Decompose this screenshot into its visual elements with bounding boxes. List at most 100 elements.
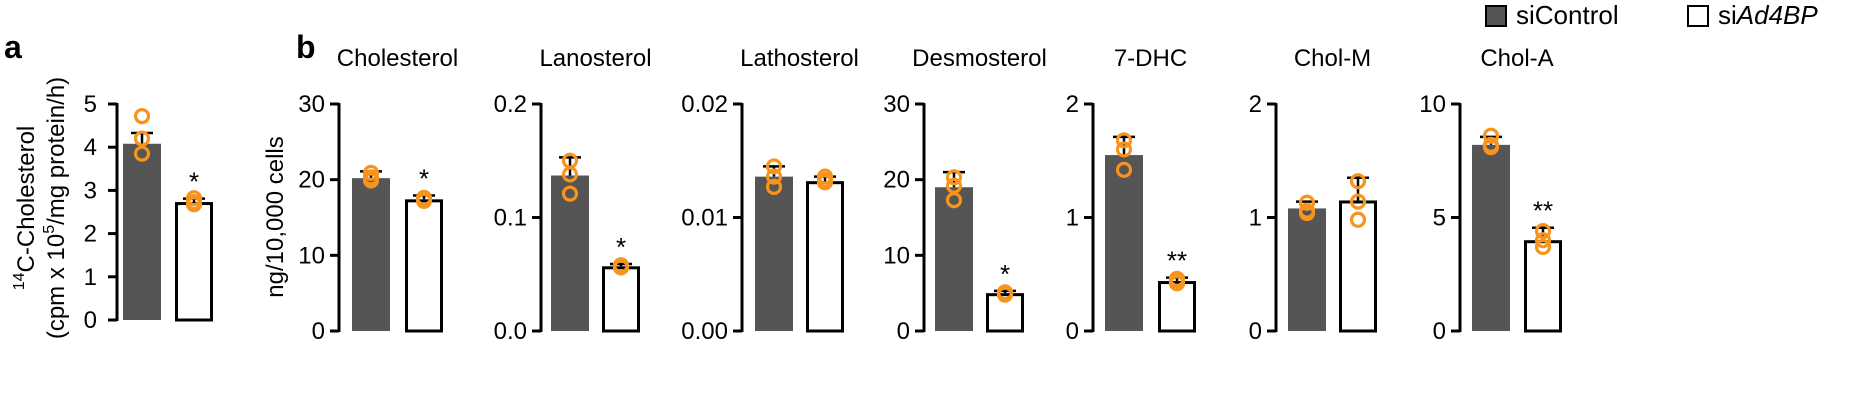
y-tick-label-lathosterol: 0.01 [681,205,728,232]
legend-knockdown-swatch [1687,5,1709,27]
y-tick-label-lanosterol: 0.1 [494,205,527,232]
y-tick-label-lanosterol: 0.2 [494,91,527,118]
legend-knockdown-label: siAd4BP [1718,0,1818,30]
significance-desmosterol-1: * [1000,259,1010,289]
bar-lanosterol-knockdown [602,266,640,333]
chart-chola: Chol-A 0 5 10 ** [1419,45,1562,345]
charts: 012345*Cholesterol0102030*Lanosterol0.00… [84,45,1562,345]
y-tick-label-chola: 10 [1419,91,1446,118]
ylabel-units-post: /mg protein/h) [43,77,70,225]
y-tick-label-desmosterol: 10 [883,242,910,269]
ylabel-superscript-5: 5 [41,225,58,234]
y-tick-label-a: 3 [84,177,97,204]
y-tick-label-7dhc: 0 [1066,318,1079,345]
y-tick-label-7dhc: 2 [1066,91,1079,118]
y-tick-label-a: 4 [84,134,97,161]
bar-cholm-knockdown [1339,200,1377,333]
data-point-chola-1-0 [1534,223,1552,240]
legend-control-label: siControl [1516,0,1619,30]
chart-a: 0 1 2 3 4 5 * [84,91,213,334]
significance-cholesterol-1: * [419,164,429,194]
bar-a-knockdown [175,202,213,322]
y-tick-label-chola: 0 [1433,318,1446,345]
y-tick-label-cholm: 2 [1249,91,1262,118]
bar-lathosterol-control [755,176,793,331]
data-point-lanosterol-1-2 [612,258,630,275]
data-point-lathosterol-0-1 [765,168,783,185]
data-point-desmosterol-0-0 [945,169,963,186]
panel-a-label: a [4,29,22,65]
bar-cholesterol-control [352,178,390,331]
significance-lanosterol-1: * [616,232,626,262]
legend-control-prefix: si [1516,0,1535,30]
legend-knockdown-name: Ad4BP [1735,0,1819,30]
panel-b-label: b [296,29,316,65]
chart-title-cholesterol: Cholesterol [337,45,458,72]
legend-control-name: Control [1535,0,1619,30]
y-tick-label-cholesterol: 0 [312,318,325,345]
chart-desmosterol: Desmosterol 0 10 20 30 * [883,45,1047,345]
data-point-desmosterol-0-2 [945,191,963,209]
bar-desmosterol-control [935,187,973,331]
chart-title-cholm: Chol-M [1294,45,1371,72]
panel-a-ylabel: 14C-Cholesterol (cpm x 105/mg protein/h) [11,77,70,339]
ylabel-cholesterol-text: C-Cholesterol [13,126,40,273]
data-point-lathosterol-1-2 [816,174,834,191]
data-point-lanosterol-0-2 [561,185,579,202]
chart-cholesterol: Cholesterol 0 10 20 30 * [298,45,458,345]
panel-a-ylabel-line1: 14C-Cholesterol [11,126,40,291]
legend-control-swatch [1485,5,1507,27]
y-tick-label-lathosterol: 0.02 [681,91,728,118]
chart-lanosterol: Lanosterol 0.0 0.1 0.2 * [494,45,652,345]
chart-lathosterol: Lathosterol 0.00 0.01 0.02 [681,45,859,345]
data-point-cholm-1-0 [1349,173,1367,190]
y-tick-label-cholm: 0 [1249,318,1262,345]
y-tick-label-cholesterol: 20 [298,167,325,194]
y-tick-label-a: 5 [84,91,97,118]
data-point-chola-0-0 [1482,127,1500,144]
data-point-cholesterol-0-2 [362,169,380,186]
chart-title-desmosterol: Desmosterol [912,45,1047,72]
bar-cholm-control [1288,208,1326,331]
data-point-lathosterol-0-0 [765,158,783,175]
data-point-a-0-0 [133,107,151,125]
bar-a-control [123,143,161,320]
significance-7dhc-1: ** [1167,246,1187,276]
bar-cholesterol-knockdown [405,199,443,333]
data-point-chola-1-1 [1534,232,1552,249]
panel-b-ylabel: ng/10,000 cells [262,136,289,297]
legend: siControl siAd4BP [1485,0,1818,30]
data-point-cholm-1-1 [1349,193,1367,210]
data-point-7dhc-0-2 [1115,161,1133,178]
data-point-7dhc-0-1 [1115,141,1133,158]
significance-a-1: * [189,167,199,197]
y-tick-label-cholesterol: 30 [298,91,325,118]
chart-title-chola: Chol-A [1480,45,1553,72]
chart-7dhc: 7-DHC 0 1 2 ** [1066,45,1196,345]
y-tick-label-cholesterol: 10 [298,242,325,269]
data-point-cholesterol-1-2 [415,189,433,206]
data-point-7dhc-0-0 [1115,132,1133,149]
y-tick-label-7dhc: 1 [1066,205,1079,232]
ylabel-units-pre: (cpm x 10 [43,234,70,339]
y-tick-label-a: 2 [84,221,97,248]
data-point-lathosterol-0-2 [765,178,783,195]
y-tick-label-desmosterol: 0 [897,318,910,345]
chart-title-7dhc: 7-DHC [1114,45,1187,72]
bar-7dhc-control [1105,155,1143,331]
y-tick-label-a: 0 [84,307,97,334]
y-tick-label-lathosterol: 0.00 [681,318,728,345]
bar-lathosterol-knockdown [806,181,844,333]
y-tick-label-chola: 5 [1433,205,1446,232]
data-point-chola-1-2 [1534,238,1552,256]
bar-chola-control [1472,144,1510,331]
data-point-a-1-2 [185,196,203,213]
y-tick-label-cholm: 1 [1249,205,1262,232]
data-point-cholm-0-2 [1298,204,1316,222]
y-tick-label-desmosterol: 20 [883,167,910,194]
significance-chola-1: ** [1533,196,1553,226]
legend-knockdown-prefix: si [1718,0,1737,30]
y-tick-label-desmosterol: 30 [883,91,910,118]
y-tick-label-a: 1 [84,264,97,291]
